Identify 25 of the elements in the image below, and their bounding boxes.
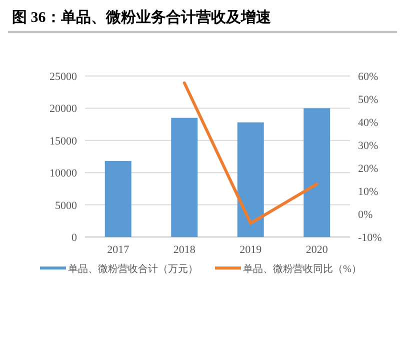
y2-tick-label: 60% (358, 71, 378, 83)
y-tick-label: 5000 (55, 200, 78, 212)
y2-tick-label: -10% (358, 232, 382, 244)
legend-label: 单品、微粉营收合计（万元） (68, 263, 198, 275)
bar (304, 108, 330, 237)
y-tick-label: 25000 (50, 71, 78, 83)
y2-tick-label: 10% (358, 186, 378, 198)
y2-tick-label: 40% (358, 117, 378, 129)
bar (104, 161, 132, 237)
y-tick-label: 0 (72, 232, 78, 244)
x-tick-label: 2017 (107, 244, 130, 256)
y2-tick-label: 50% (358, 94, 378, 106)
bar (171, 118, 198, 237)
x-tick-label: 2020 (306, 244, 328, 256)
y2-tick-label: 0% (358, 209, 373, 221)
chart-title: 图 36：单品、微粉业务合计营收及增速 (12, 9, 272, 26)
y-tick-label: 15000 (50, 135, 78, 148)
legend-label: 单品、微粉营收同比（%） (243, 263, 362, 275)
bar (237, 122, 264, 237)
y2-tick-label: 20% (358, 163, 378, 175)
x-tick-label: 2019 (240, 244, 262, 256)
y-tick-label: 10000 (50, 168, 78, 180)
x-tick-label: 2018 (173, 244, 196, 256)
y2-tick-label: 30% (358, 140, 378, 152)
y-tick-label: 20000 (50, 103, 78, 116)
